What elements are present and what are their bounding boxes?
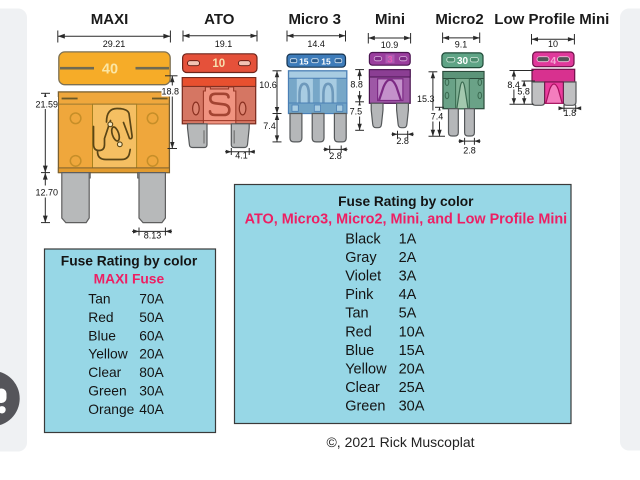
svg-text:Clear: Clear xyxy=(88,365,121,380)
svg-text:21.59: 21.59 xyxy=(36,100,59,110)
svg-text:Yellow: Yellow xyxy=(88,347,127,362)
svg-text:4.1: 4.1 xyxy=(235,151,248,161)
svg-text:Yellow: Yellow xyxy=(345,361,387,377)
svg-text:Red: Red xyxy=(88,310,113,325)
svg-text:8.13: 8.13 xyxy=(144,231,162,241)
svg-text:30: 30 xyxy=(457,56,469,67)
svg-text:Green: Green xyxy=(88,384,126,399)
svg-text:40A: 40A xyxy=(139,402,164,417)
svg-text:3A: 3A xyxy=(399,269,417,285)
svg-text:Clear: Clear xyxy=(345,380,380,396)
svg-text:Blue: Blue xyxy=(345,343,374,359)
svg-text:25A: 25A xyxy=(399,380,425,396)
svg-text:Violet: Violet xyxy=(345,269,381,285)
svg-text:15: 15 xyxy=(321,56,331,66)
svg-text:20A: 20A xyxy=(399,361,425,377)
svg-text:12.70: 12.70 xyxy=(36,188,59,198)
svg-text:2.8: 2.8 xyxy=(329,151,342,161)
svg-text:ATO: ATO xyxy=(204,11,235,28)
svg-text:7.4: 7.4 xyxy=(431,112,444,122)
svg-text:Micro2: Micro2 xyxy=(435,11,483,28)
svg-text:ATO, Micro3, Micro2, Mini, and: ATO, Micro3, Micro2, Mini, and Low Profi… xyxy=(245,211,567,227)
svg-text:10.6: 10.6 xyxy=(259,80,277,90)
svg-text:Black: Black xyxy=(345,232,381,248)
svg-text:14.4: 14.4 xyxy=(307,39,325,49)
svg-text:10A: 10A xyxy=(399,324,425,340)
svg-text:7.5: 7.5 xyxy=(350,106,363,116)
svg-text:Tan: Tan xyxy=(345,306,368,322)
svg-text:60A: 60A xyxy=(139,328,164,343)
svg-text:50A: 50A xyxy=(139,310,164,325)
svg-text:80A: 80A xyxy=(139,365,164,380)
svg-text:Tan: Tan xyxy=(88,292,110,307)
svg-text:1A: 1A xyxy=(399,232,417,248)
svg-text:Red: Red xyxy=(345,324,372,340)
svg-text:10: 10 xyxy=(548,39,558,49)
svg-text:8.8: 8.8 xyxy=(350,80,363,90)
svg-text:1.8: 1.8 xyxy=(564,108,577,118)
svg-text:Micro 3: Micro 3 xyxy=(288,11,341,28)
svg-text:Gray: Gray xyxy=(345,250,377,266)
svg-text:MAXI: MAXI xyxy=(91,11,129,28)
svg-text:15: 15 xyxy=(299,56,309,66)
svg-text:2.8: 2.8 xyxy=(463,146,476,156)
svg-text:7.4: 7.4 xyxy=(263,121,276,131)
svg-text:70A: 70A xyxy=(139,292,164,307)
svg-text:5.8: 5.8 xyxy=(517,86,530,96)
svg-text:Mini: Mini xyxy=(375,11,405,28)
svg-text:Orange: Orange xyxy=(88,402,134,417)
svg-text:2A: 2A xyxy=(399,250,417,266)
svg-text:9.1: 9.1 xyxy=(455,40,468,50)
svg-text:30A: 30A xyxy=(399,398,425,414)
svg-text:15.3: 15.3 xyxy=(417,94,435,104)
svg-text:2.8: 2.8 xyxy=(396,136,409,146)
svg-text:20A: 20A xyxy=(139,347,164,362)
svg-text:Green: Green xyxy=(345,398,385,414)
svg-text:10: 10 xyxy=(212,58,225,70)
svg-text:10.9: 10.9 xyxy=(381,40,399,50)
svg-text:19.1: 19.1 xyxy=(215,39,233,49)
svg-text:MAXI Fuse: MAXI Fuse xyxy=(94,271,165,286)
svg-text:30A: 30A xyxy=(139,384,164,399)
svg-text:18.8: 18.8 xyxy=(162,87,180,97)
svg-text:Low Profile Mini: Low Profile Mini xyxy=(494,11,609,28)
svg-text:15A: 15A xyxy=(399,343,425,359)
svg-text:Fuse Rating by color: Fuse Rating by color xyxy=(338,194,474,209)
svg-text:Fuse Rating by color: Fuse Rating by color xyxy=(61,254,198,269)
svg-text:8.4: 8.4 xyxy=(507,80,520,90)
svg-text:4A: 4A xyxy=(399,287,417,303)
svg-text:29.21: 29.21 xyxy=(103,39,126,49)
svg-text:Pink: Pink xyxy=(345,287,374,303)
svg-text:©, 2021 Rick Muscoplat: ©, 2021 Rick Muscoplat xyxy=(326,434,474,450)
svg-text:4: 4 xyxy=(550,55,556,67)
svg-text:3: 3 xyxy=(387,55,392,66)
svg-text:40: 40 xyxy=(102,62,118,78)
svg-text:Blue: Blue xyxy=(88,328,116,343)
svg-text:5A: 5A xyxy=(399,306,417,322)
